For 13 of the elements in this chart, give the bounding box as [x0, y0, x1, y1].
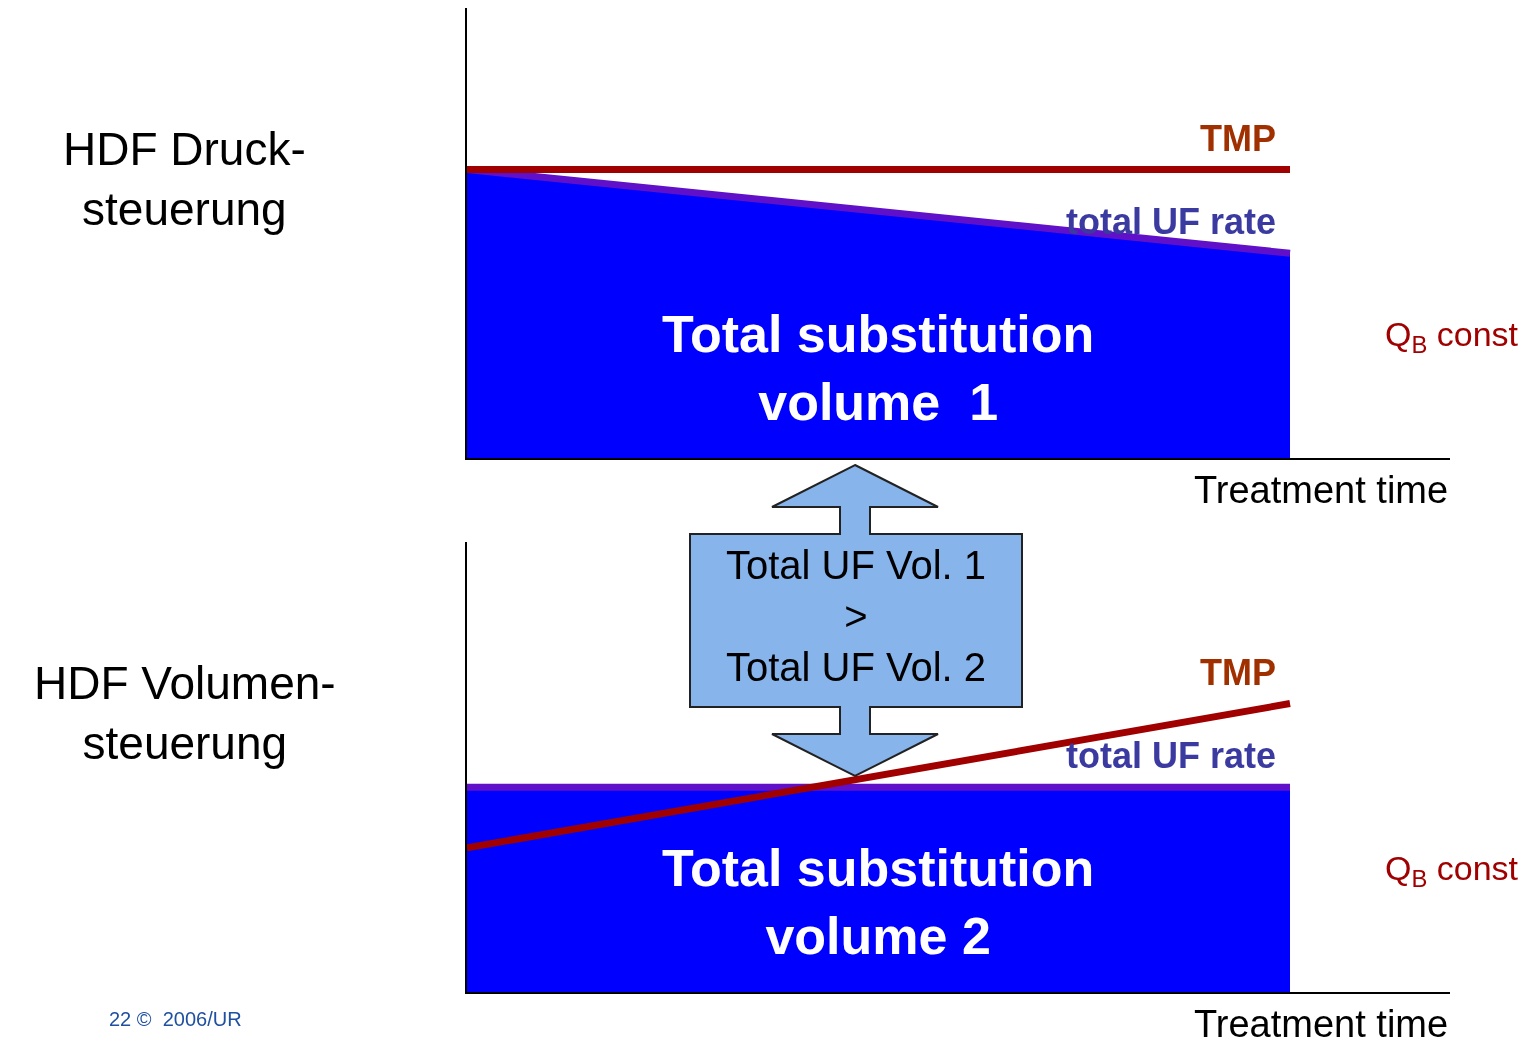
annotation: Total substitution volume 2 — [662, 839, 1095, 965]
series-label: TMP — [1200, 652, 1276, 693]
y-axis-title: HDF Volumen- steuerung — [34, 657, 336, 769]
text: 22 © 2006/UR — [109, 1008, 242, 1030]
series-label: total UF rate — [1066, 735, 1277, 776]
y-axis-title: HDF Druck- steuerung — [63, 123, 306, 235]
annotation: Q$_{B}$ const — [1385, 315, 1519, 359]
series-label: TMP — [1200, 118, 1276, 159]
x-axis-title: Treatment time — [1194, 469, 1449, 511]
annotation: Q$_{B}$ const — [1385, 849, 1519, 893]
text: Total UF Vol. 1 > Total UF Vol. 2 — [724, 542, 988, 691]
annotation: Total substitution volume 1 — [662, 305, 1095, 431]
x-axis-title: Treatment time — [1194, 1003, 1449, 1045]
